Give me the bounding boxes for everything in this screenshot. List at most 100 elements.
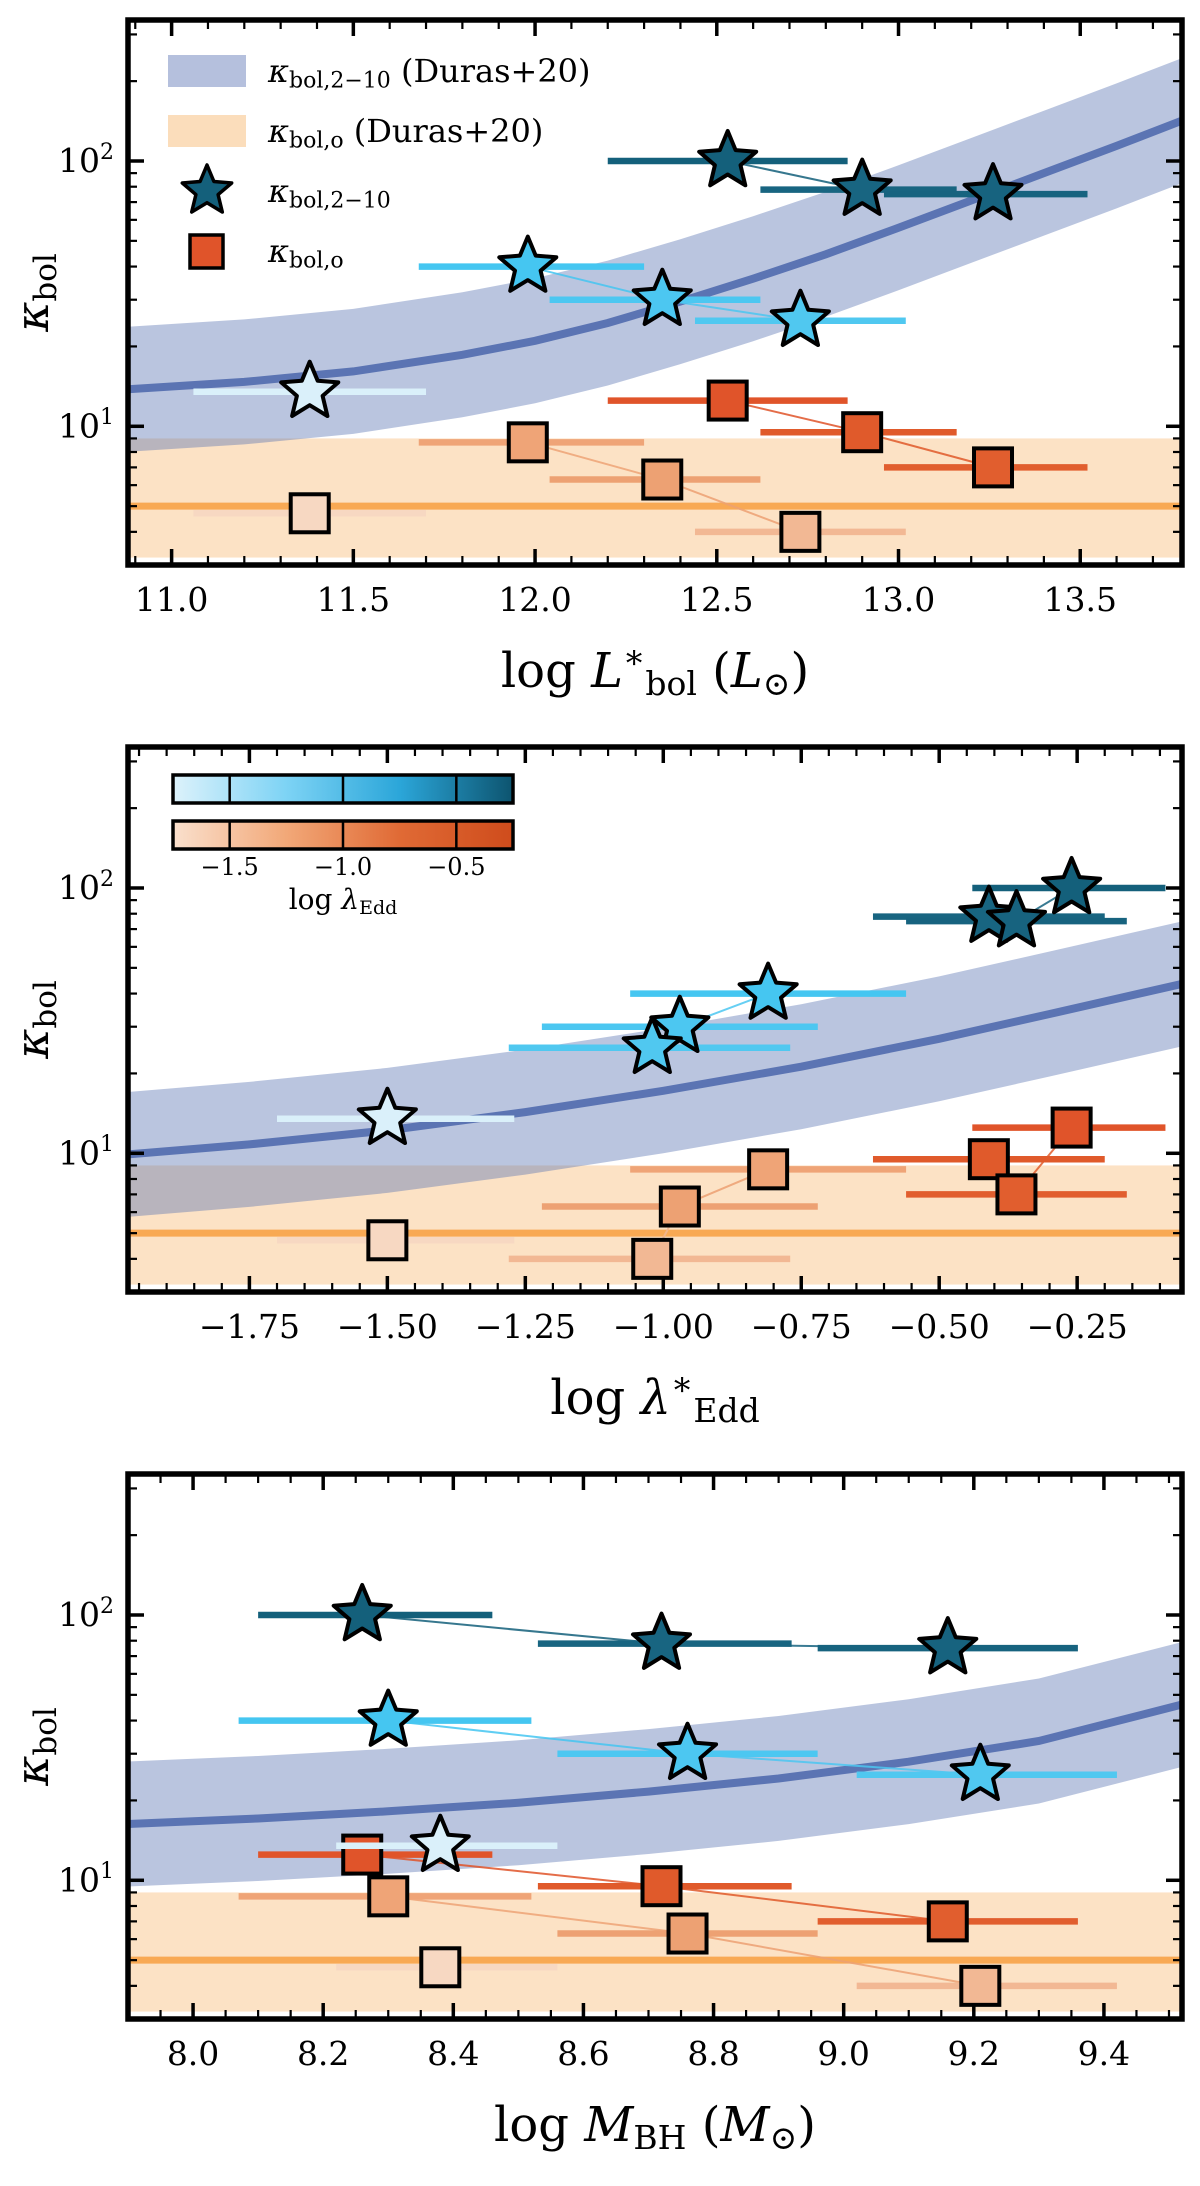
x-tick-label: 9.2 [948,2034,1000,2073]
legend-square-marker [188,233,225,270]
kbol-o-connector [861,431,994,469]
x-tick-label: −0.50 [889,1307,990,1346]
plot-area [128,1583,1182,2012]
x-tick-label: 8.6 [557,2034,609,2073]
x-tick-label: −1.50 [337,1307,438,1346]
kbol-x-marker [962,162,1024,221]
kbol-o-marker [640,1865,683,1908]
kbol-o-marker [666,1912,709,1955]
x-axis-label: log λ∗Edd [550,1364,759,1430]
x-axis-label: log L∗bol (L⊙) [501,637,809,703]
x-tick-label: 8.0 [167,2034,219,2073]
x-tick-label: 9.4 [1078,2034,1130,2073]
kbol-o-marker [366,1219,409,1262]
x-axis-label: log MBH (M⊙) [494,2097,816,2157]
kbol-o-marker [288,492,331,535]
x-tick-label: 13.0 [862,580,935,619]
legend-label: κbol,o (Duras+20) [267,112,543,153]
kbol-x-marker [1041,856,1103,915]
kbol-o-connector [661,478,801,533]
x-tick-label: 8.4 [427,2034,479,2073]
kbol-o-connector [687,1932,981,1987]
kbol-o-marker [747,1148,790,1191]
kbol-x-marker [497,234,559,293]
kbol-o-marker [779,510,822,553]
y-axis-label: κbol [5,1707,64,1787]
kbol-x-marker [985,889,1047,948]
axes-frame [125,17,1185,568]
kbol-o-marker [658,1185,701,1228]
kbol-o-duras-band [128,1892,1182,2012]
kbol-x-marker [409,1813,471,1872]
panel-kbol-vs-mbh: 8.0 8.2 8.4 8.6 8.8 9.0 9.2 9.4 101 102 log MBH (M… [0,1454,1200,2181]
kbol-x-marker [631,267,693,326]
kbol-o-marker [641,458,684,501]
kbol-o-connector [661,1885,948,1923]
y-axis-label: κbol [5,253,64,333]
kbol-x-marker [631,1611,692,1670]
x-tick-label: 13.5 [1043,580,1116,619]
y-tick-label: 102 [58,867,114,907]
colorbar-tick-label: −0.5 [427,853,485,881]
x-tick-label: −1.75 [199,1307,300,1346]
y-tick-label: 102 [58,140,114,180]
plot-area [128,856,1182,1285]
x-tick-label: 8.8 [687,2034,739,2073]
kbol-x-marker [737,961,799,1020]
legend-patch [168,55,246,87]
legend: κbol,2−10 (Duras+20) κbol,o (Duras+20) κbo… [168,52,591,273]
colorbar-tick-label: −1.5 [201,853,259,881]
legend-label: κbol,2−10 (Duras+20) [267,52,591,93]
x-tick-label: 11.0 [135,580,208,619]
kbol-o-marker [341,1833,384,1876]
x-tick-label: 11.5 [317,580,390,619]
kbol-x-duras-line [128,116,1182,394]
kbol-x-connector [388,1719,688,1755]
y-tick-label: 101 [58,1132,114,1172]
chart-kbol-vs-ledd: −1.75 −1.50 −1.25 −1.00 −0.75 −0.50 −0.25 101 10… [5,744,1185,1430]
kbol-o-marker [967,1138,1010,1181]
kbol-o-marker [959,1964,1002,2007]
y-tick-label: 101 [58,405,114,445]
kbol-o-marker [367,1875,410,1918]
kbol-o-marker [419,1946,462,1989]
kbol-x-marker [357,1688,419,1747]
y-axis-label: κbol [5,980,64,1060]
kbol-o-marker [1050,1106,1093,1149]
kbol-x-duras-band [128,921,1182,1217]
kbol-x-duras-band [128,1642,1182,1887]
x-tick-label: 9.0 [817,2034,869,2073]
colorbar-label: log λEdd [289,883,398,919]
x-tick-label: 12.5 [680,580,753,619]
kbol-x-marker [831,157,893,216]
kbol-x-marker [949,1742,1011,1801]
x-tick-label: 8.2 [297,2034,349,2073]
kbol-o-marker [706,379,749,422]
legend-label: κbol,2−10 [267,172,391,213]
kbol-x-connector [687,1752,981,1776]
kbol-x-duras-line [128,979,1182,1159]
y-tick-label: 101 [58,1859,114,1899]
legend-patch [168,115,246,147]
kbol-o-marker [841,411,884,454]
x-tick-label: −1.25 [475,1307,576,1346]
kbol-x-marker [331,1583,393,1642]
kbol-o-connector [362,1853,662,1888]
y-tick-label: 102 [58,1594,114,1634]
kbol-x-connector [362,1614,662,1645]
x-tick-label: −0.75 [751,1307,852,1346]
kbol-x-duras-band [128,58,1182,452]
axes-frame [125,1471,1185,2022]
kbol-x-marker [917,1616,979,1675]
kbol-o-connector [727,399,863,434]
kbol-x-marker [356,1086,418,1145]
legend-label: κbol,o [267,232,344,273]
kbol-x-duras-line [128,1700,1182,1828]
kbol-x-marker [621,1015,683,1074]
kbol-x-marker [657,1721,719,1780]
axes-frame [125,744,1185,1295]
kbol-o-marker [995,1173,1038,1216]
panel-kbol-vs-ledd: −1.75 −1.50 −1.25 −1.00 −0.75 −0.50 −0.25 101 10… [0,727,1200,1454]
kbol-o-marker [972,446,1015,489]
